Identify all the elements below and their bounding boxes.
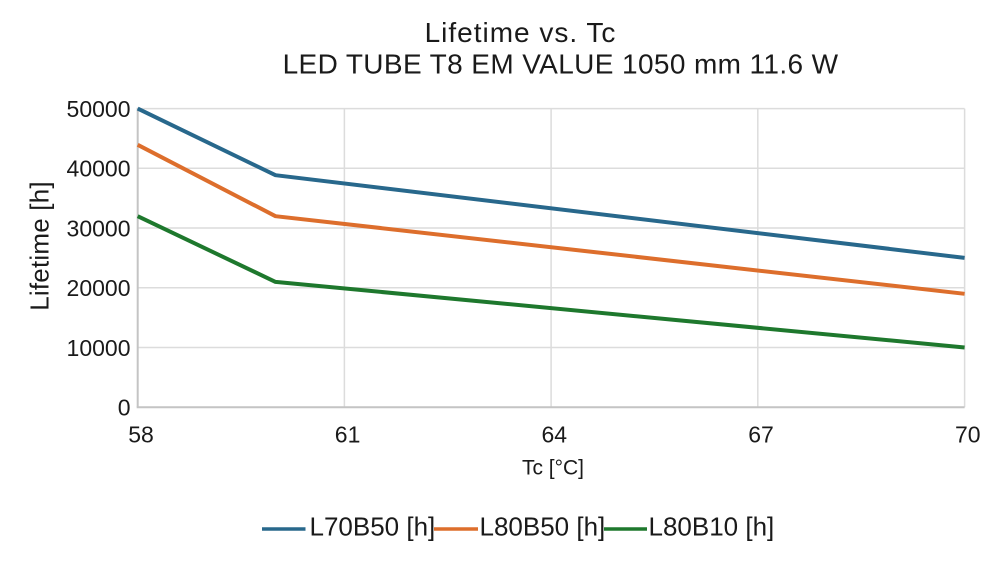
svg-text:LED TUBE T8 EM VALUE 1050 mm 1: LED TUBE T8 EM VALUE 1050 mm 11.6 W	[283, 48, 839, 79]
svg-text:Tc [°C]: Tc [°C]	[522, 457, 584, 480]
svg-text:50000: 50000	[67, 96, 131, 122]
svg-text:Lifetime [h]: Lifetime [h]	[25, 181, 55, 311]
svg-text:30000: 30000	[67, 215, 131, 241]
svg-text:L80B10 [h]: L80B10 [h]	[649, 512, 775, 542]
svg-text:58: 58	[128, 421, 154, 447]
svg-text:40000: 40000	[67, 156, 131, 182]
svg-text:70: 70	[955, 421, 981, 447]
svg-text:0: 0	[118, 395, 131, 421]
svg-text:10000: 10000	[67, 335, 131, 361]
svg-text:20000: 20000	[67, 275, 131, 301]
svg-text:64: 64	[542, 421, 568, 447]
svg-text:Lifetime vs. Tc: Lifetime vs. Tc	[425, 17, 617, 48]
svg-text:L70B50 [h]: L70B50 [h]	[310, 512, 436, 542]
svg-text:L80B50 [h]: L80B50 [h]	[480, 512, 606, 542]
svg-text:61: 61	[335, 421, 361, 447]
svg-text:67: 67	[748, 421, 774, 447]
